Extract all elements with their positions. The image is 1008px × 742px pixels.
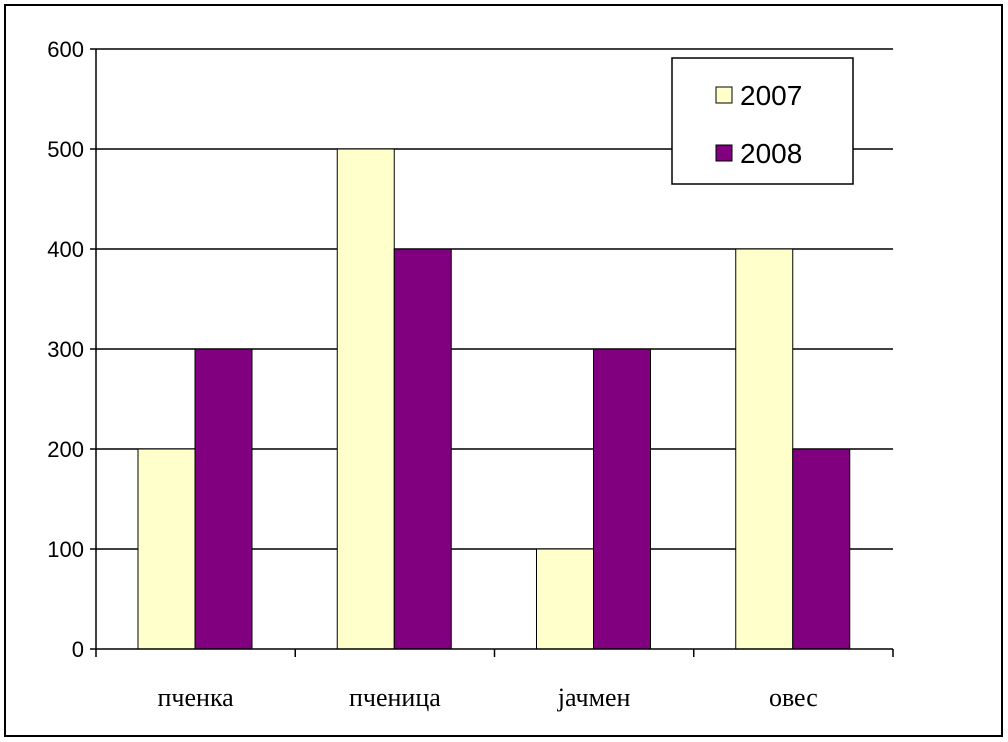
y-tick-label: 600 (47, 37, 84, 62)
legend-swatch-2007 (715, 86, 733, 104)
y-tick-label: 100 (47, 537, 84, 562)
bars (137, 148, 851, 650)
y-tick-label: 300 (47, 337, 84, 362)
legend: 2007 2008 (671, 57, 854, 185)
bar-2008-1 (194, 348, 253, 650)
x-category-label: пченица (349, 683, 441, 712)
bar-2008-3 (593, 348, 651, 650)
x-category-label: овес (769, 683, 818, 712)
bar-2007-2 (336, 148, 395, 650)
legend-swatch-2008 (715, 144, 733, 162)
legend-label-2007: 2007 (740, 80, 802, 111)
legend-label-2008: 2008 (740, 138, 802, 169)
bar-2007-1 (137, 448, 196, 650)
bar-2008-2 (393, 248, 452, 650)
bar-2007-4 (735, 248, 794, 650)
axes: 0 100 200 300 400 500 600 пченка пченица јачмен ов… (47, 37, 894, 712)
y-tick-label: 200 (47, 437, 84, 462)
y-tick-label: 500 (47, 137, 84, 162)
y-tick-label: 0 (72, 637, 84, 662)
bar-2008-4 (792, 448, 851, 650)
legend-box (671, 57, 854, 185)
x-category-label: пченка (158, 683, 235, 712)
x-category-label: јачмен (557, 683, 631, 712)
bar-2007-3 (536, 548, 594, 650)
y-tick-label: 400 (47, 237, 84, 262)
